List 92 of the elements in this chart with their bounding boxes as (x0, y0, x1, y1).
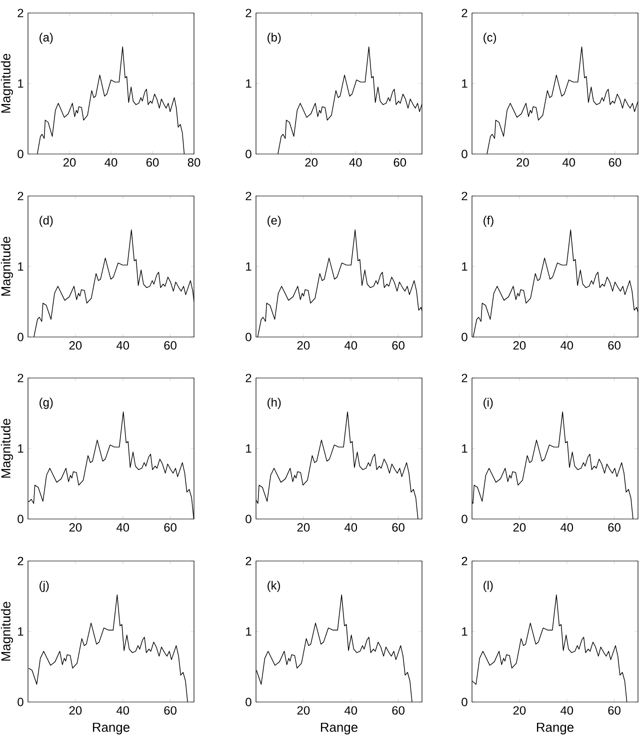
x-tick-label: 40 (560, 706, 574, 715)
y-tick-label: 0 (246, 332, 252, 342)
annotation: (h) (268, 398, 281, 409)
x-tick-label: 20 (69, 341, 82, 350)
y-axis-title: Magnitude (0, 418, 13, 478)
x-tick-label: 60 (394, 158, 406, 167)
y-tick-label: 2 (462, 556, 468, 566)
x-tick-label: 60 (608, 158, 622, 167)
annotation: (c) (484, 32, 496, 44)
x-tick-label: 40 (560, 341, 574, 350)
x-axis-title: Range (536, 722, 574, 734)
y-tick-label: 2 (18, 374, 24, 382)
x-tick-label: 60 (392, 341, 404, 350)
x-axis-title: Range (320, 722, 358, 734)
y-tick-label: 0 (462, 698, 468, 706)
y-tick-label: 1 (246, 444, 252, 453)
y-tick-label: 0 (18, 150, 24, 158)
x-tick-label: 40 (116, 523, 130, 532)
y-tick-label: 1 (462, 444, 468, 453)
x-tick-label: 40 (116, 706, 130, 715)
y-tick-label: 1 (462, 262, 468, 271)
x-tick-label: 20 (297, 523, 310, 532)
x-tick-label: 80 (188, 158, 200, 167)
y-tick-label: 1 (18, 444, 24, 453)
y-tick-label: 2 (18, 8, 24, 18)
x-tick-label: 20 (513, 341, 526, 350)
y-tick-label: 0 (246, 514, 252, 524)
y-tick-label: 1 (246, 262, 252, 271)
x-tick-label: 60 (608, 523, 620, 532)
annotation: (g) (40, 398, 53, 409)
annotation: (i) (484, 398, 493, 409)
x-tick-label: 60 (164, 523, 176, 532)
y-tick-label: 0 (18, 332, 24, 342)
y-tick-label: 1 (462, 627, 468, 636)
y-axis-title: Magnitude (0, 236, 13, 296)
y-tick-label: 1 (18, 79, 24, 88)
y-tick-label: 2 (246, 192, 252, 200)
y-tick-label: 2 (462, 8, 468, 18)
annotation: (b) (268, 32, 281, 44)
annotation: (f) (484, 216, 494, 227)
x-tick-label: 40 (344, 706, 358, 715)
x-tick-label: 60 (146, 158, 159, 167)
x-tick-label: 20 (513, 706, 526, 715)
x-tick-label: 20 (69, 706, 82, 715)
x-tick-label: 40 (344, 523, 358, 532)
y-tick-label: 0 (462, 150, 468, 158)
y-tick-label: 1 (462, 79, 468, 88)
y-tick-label: 0 (462, 514, 468, 524)
x-tick-label: 60 (392, 706, 404, 715)
y-tick-label: 2 (18, 556, 24, 566)
x-tick-label: 40 (104, 158, 118, 167)
y-axis-title: Magnitude (0, 54, 13, 113)
annotation: (a) (40, 32, 53, 44)
x-tick-label: 40 (349, 158, 362, 167)
x-tick-label: 60 (608, 706, 620, 715)
y-tick-label: 0 (462, 332, 468, 342)
y-tick-label: 2 (246, 556, 252, 566)
x-tick-label: 40 (344, 341, 358, 350)
y-tick-label: 0 (246, 698, 252, 706)
y-axis-title: Magnitude (0, 602, 13, 661)
x-tick-label: 20 (69, 523, 82, 532)
y-tick-label: 2 (246, 8, 252, 18)
y-tick-label: 1 (18, 262, 24, 271)
y-tick-label: 2 (462, 374, 468, 382)
x-tick-label: 20 (63, 158, 76, 167)
y-tick-label: 2 (18, 192, 24, 200)
x-tick-label: 60 (164, 706, 176, 715)
annotation: (e) (268, 216, 281, 227)
x-tick-label: 40 (116, 341, 130, 350)
y-tick-label: 1 (18, 627, 24, 636)
x-tick-label: 40 (560, 523, 574, 532)
x-tick-label: 20 (516, 158, 529, 167)
y-tick-label: 0 (246, 150, 252, 158)
x-tick-label: 60 (164, 341, 176, 350)
y-tick-label: 2 (462, 192, 468, 200)
x-tick-label: 60 (392, 523, 404, 532)
y-tick-label: 1 (246, 627, 252, 636)
y-tick-label: 0 (18, 698, 24, 706)
x-tick-label: 60 (608, 341, 620, 350)
x-tick-label: 20 (513, 523, 526, 532)
annotation: (k) (268, 580, 280, 592)
y-tick-label: 2 (246, 374, 252, 382)
annotation: (j) (40, 580, 49, 592)
x-tick-label: 20 (305, 158, 318, 167)
annotation: (l) (484, 580, 493, 592)
x-tick-label: 20 (297, 706, 310, 715)
annotation: (d) (40, 216, 53, 227)
x-tick-label: 20 (297, 341, 310, 350)
y-tick-label: 1 (246, 79, 252, 88)
x-tick-label: 40 (562, 158, 576, 167)
y-tick-label: 0 (18, 514, 24, 524)
x-axis-title: Range (92, 722, 130, 734)
